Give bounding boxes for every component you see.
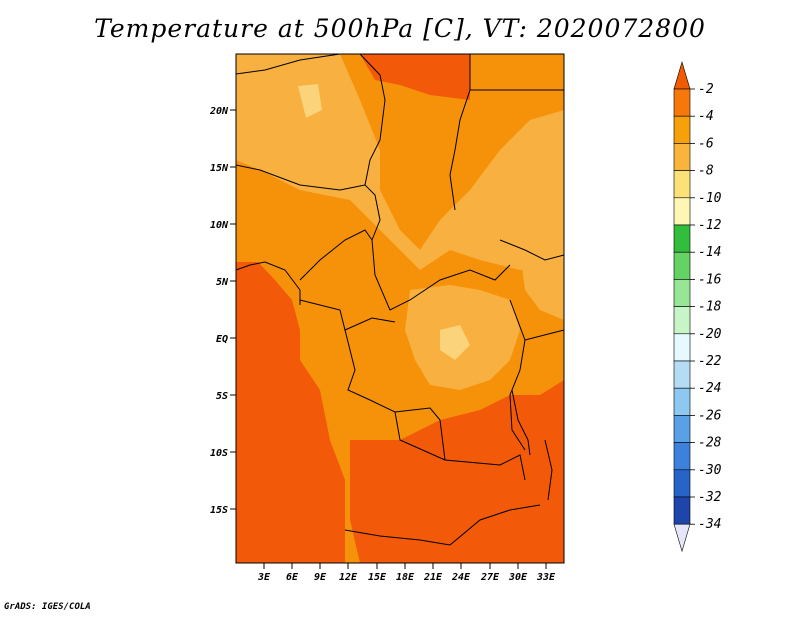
lon-labels: 3E 6E 9E 12E 15E 18E 21E 24E 27E 30E 33E: [257, 572, 556, 583]
lon-label: 15E: [368, 572, 387, 583]
colorbar-swatch: [673, 360, 691, 389]
border-chad-sudan: [449, 54, 471, 211]
lat-label: EQ: [216, 334, 228, 345]
colorbar-swatch: [673, 333, 691, 362]
colorbar-label: -14: [698, 245, 721, 260]
border-angola-namibia: [344, 529, 451, 546]
plot-frame: [235, 53, 565, 564]
colorbar-swatch: [673, 387, 691, 416]
lon-ticks: [263, 563, 547, 569]
coastline-west: [235, 261, 301, 305]
colorbar-swatch: [673, 415, 691, 443]
lat-label: 15S: [210, 505, 228, 516]
colorbar-swatch: [673, 306, 691, 335]
lat-label: 5S: [216, 391, 228, 402]
lon-label: 6E: [286, 572, 299, 583]
field-zone-north-top: [360, 54, 470, 100]
border-lake-malawi: [544, 439, 553, 501]
colorbar-label: -4: [698, 109, 714, 124]
lat-label: 15N: [210, 163, 229, 174]
colorbar: -2 -4 -6 -8 -10 -12 -14 -16 -18 -20 -22 -24 -26 -28 -3…: [673, 60, 722, 553]
lon-label: 12E: [339, 572, 358, 583]
field-zone-coolest: [298, 84, 322, 118]
colorbar-bottom-arrow: [673, 523, 691, 553]
lon-label: 18E: [396, 572, 415, 583]
lat-label: 10S: [210, 448, 228, 459]
lat-ticks: [230, 109, 236, 510]
colorbar-swatch: [673, 224, 691, 253]
temperature-field: [236, 54, 564, 563]
border-kenya-tanzania: [524, 329, 565, 341]
colorbar-swatch: [673, 88, 691, 117]
colorbar-label: -12: [698, 218, 722, 233]
chart-title: Temperature at 500hPa [C], VT: 202007280…: [94, 14, 706, 43]
border-drc-south: [439, 419, 526, 481]
lat-label: 10N: [210, 220, 229, 231]
border-libya-niger: [235, 53, 341, 75]
field-zone-east-cool: [520, 240, 564, 320]
lon-label: 30E: [508, 572, 528, 583]
lon-label: 33E: [536, 572, 556, 583]
colorbar-label: -2: [698, 82, 714, 97]
border-angola-zambia: [394, 411, 446, 461]
lon-label: 24E: [451, 572, 471, 583]
colorbar-swatch: [673, 469, 691, 498]
colorbar-swatch: [673, 442, 691, 471]
border-chad-west: [359, 53, 386, 241]
lon-label: 21E: [423, 572, 443, 583]
field-zone-cool-patch: [440, 325, 470, 360]
colorbar-label: -6: [698, 136, 714, 151]
colorbar-label: -20: [698, 327, 722, 342]
colorbar-label: -22: [698, 354, 722, 369]
lat-labels: 20N 15N 10N 5N EQ 5S 10S 15S: [209, 106, 229, 516]
colorbar-label: -10: [698, 191, 722, 206]
colorbar-swatch: [673, 496, 691, 525]
field-zone-west-coast: [236, 262, 345, 563]
lat-label: 5N: [216, 277, 229, 288]
colorbar-swatch: [673, 251, 691, 280]
border-ethiopia: [499, 239, 565, 261]
colorbar-label: -18: [698, 300, 722, 315]
border-drc-west: [344, 329, 441, 421]
colorbar-label: -30: [698, 463, 722, 478]
colorbar-label: -32: [698, 490, 722, 505]
colorbar-label: -8: [698, 164, 714, 179]
border-niger-nigeria: [235, 164, 366, 191]
colorbar-swatch: [673, 170, 691, 199]
lon-label: 9E: [314, 572, 327, 583]
border-nigeria-cameroon: [299, 229, 373, 281]
lon-label: 3E: [257, 572, 271, 583]
lon-label: 27E: [480, 572, 500, 583]
colorbar-label: -34: [698, 517, 721, 532]
border-east-africa: [509, 299, 526, 451]
colorbar-top-arrow: [673, 60, 691, 90]
border-zambia-zim: [449, 504, 541, 546]
country-borders: [235, 53, 565, 546]
colorbar-swatch: [673, 197, 691, 226]
colorbar-label: -24: [698, 381, 721, 396]
colorbar-swatch: [673, 279, 691, 307]
colorbar-label: -28: [698, 436, 722, 451]
border-car: [371, 239, 511, 311]
lat-label: 20N: [209, 106, 229, 117]
colorbar-swatch: [673, 143, 691, 171]
field-zone-south-central: [350, 380, 564, 563]
colorbar-label: -26: [698, 408, 722, 423]
colorbar-swatch: [673, 115, 691, 144]
colorbar-label: -16: [698, 272, 722, 287]
border-lake-tanganyika: [511, 389, 531, 456]
grads-credit: GrADS: IGES/COLA: [4, 602, 91, 612]
